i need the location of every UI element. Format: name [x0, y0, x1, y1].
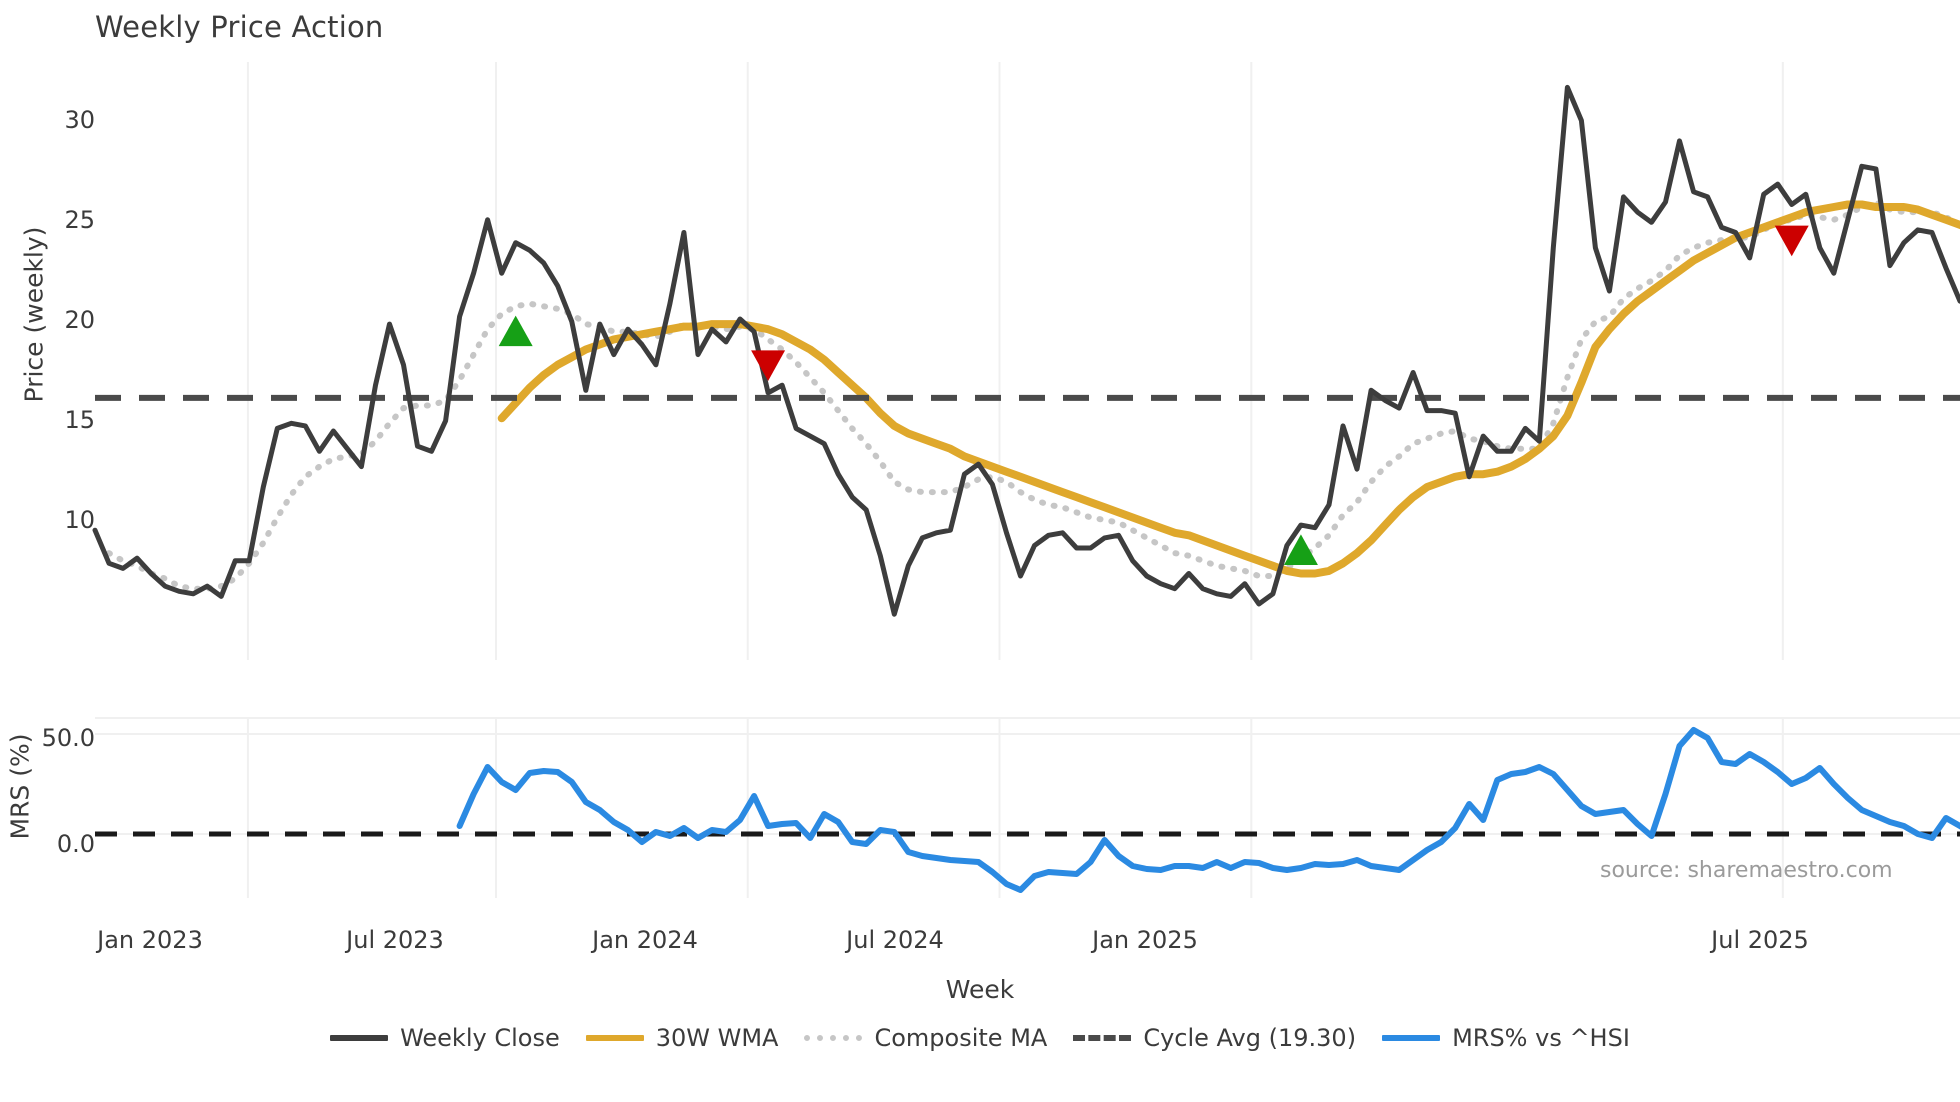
chart-legend: Weekly Close 30W WMA Composite MA Cycle … [0, 1024, 1960, 1052]
legend-label-weekly-close: Weekly Close [400, 1024, 560, 1052]
price-ytick-15: 15 [64, 406, 95, 434]
xtick-jul-2025: Jul 2025 [1711, 926, 1809, 954]
price-ytick-20: 20 [64, 306, 95, 334]
cycle-avg-swatch-icon [1073, 1028, 1132, 1048]
mrs-ytick-50: 50.0 [41, 724, 95, 752]
mrs-ytick-0: 0.0 [56, 830, 95, 858]
price-ytick-30: 30 [64, 106, 95, 134]
legend-item-mrs[interactable]: MRS% vs ^HSI [1382, 1024, 1630, 1052]
wma-swatch-icon [585, 1028, 644, 1048]
price-ytick-25: 25 [64, 206, 95, 234]
signal-markers-layer [498, 225, 1809, 566]
legend-label-cycle-avg: Cycle Avg (19.30) [1143, 1024, 1357, 1052]
weekly-close-swatch-icon [330, 1028, 389, 1048]
legend-item-cycle-avg[interactable]: Cycle Avg (19.30) [1073, 1024, 1356, 1052]
source-watermark: source: sharemaestro.com [1600, 858, 1893, 883]
price-ytick-10: 10 [64, 506, 95, 534]
xtick-jan-2025: Jan 2025 [1092, 926, 1198, 954]
legend-item-composite-ma[interactable]: Composite MA [804, 1024, 1047, 1052]
x-axis-label: Week [945, 975, 1015, 1004]
price-series-layer [92, 84, 1960, 617]
xtick-jul-2023: Jul 2023 [346, 926, 444, 954]
xtick-jan-2024: Jan 2024 [592, 926, 698, 954]
composite-ma-swatch-icon [804, 1028, 863, 1048]
legend-label-30w-wma: 30W WMA [655, 1024, 779, 1052]
legend-label-composite-ma: Composite MA [874, 1024, 1048, 1052]
legend-item-30w-wma[interactable]: 30W WMA [585, 1024, 779, 1052]
page-title: Weekly Price Action [95, 10, 384, 44]
xtick-jul-2024: Jul 2024 [846, 926, 944, 954]
grid-lines [246, 62, 1784, 660]
legend-item-weekly-close[interactable]: Weekly Close [330, 1024, 560, 1052]
legend-label-mrs: MRS% vs ^HSI [1452, 1024, 1630, 1052]
mrs-swatch-icon [1382, 1028, 1441, 1048]
xtick-jan-2023: Jan 2023 [97, 926, 203, 954]
